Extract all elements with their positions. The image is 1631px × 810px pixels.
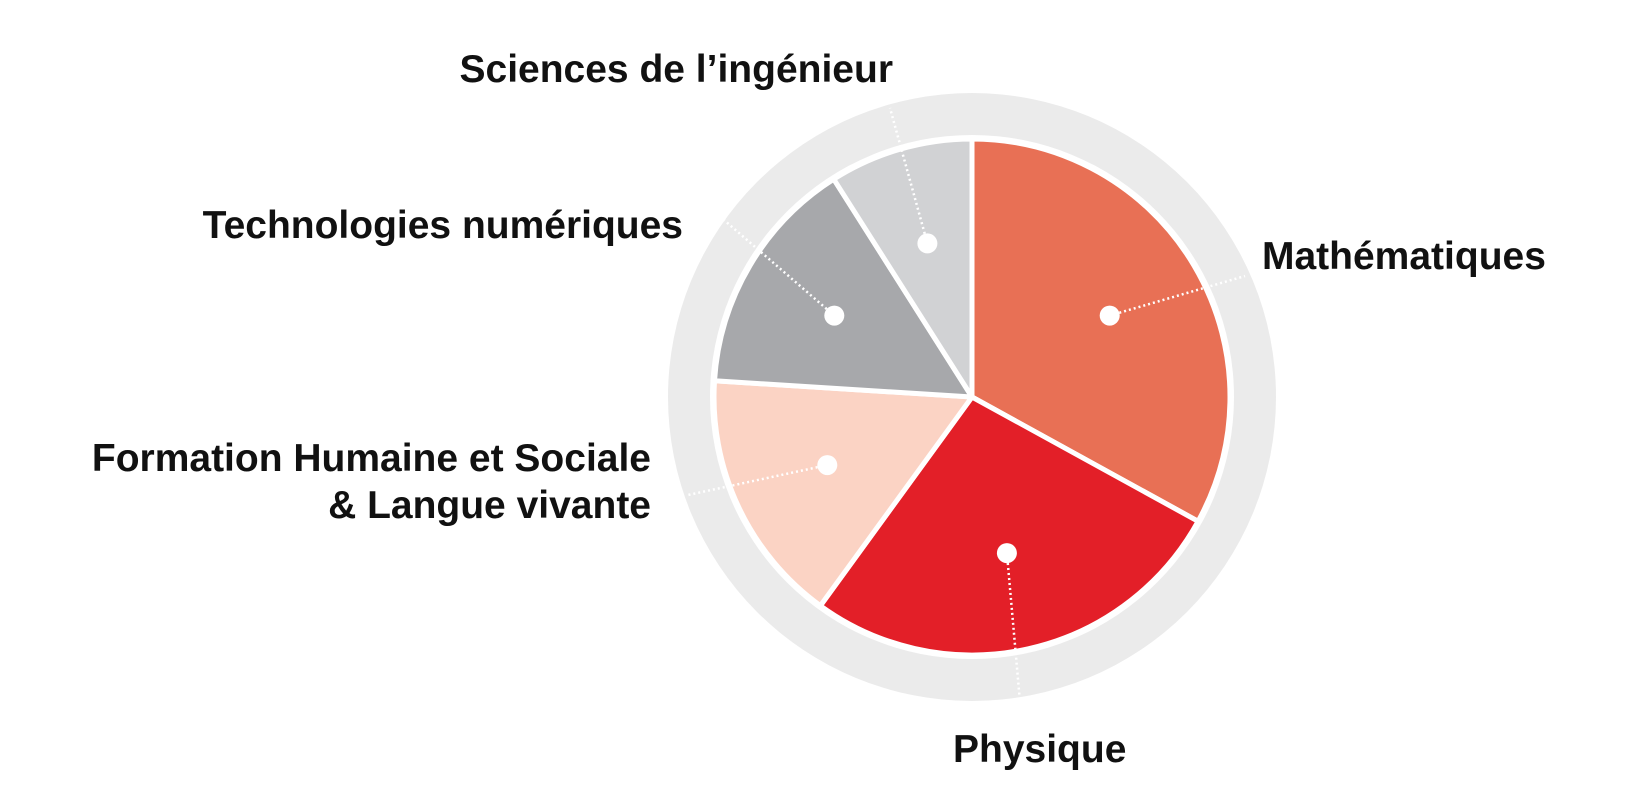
slice-marker-dot: [996, 543, 1017, 564]
label-connector: [1109, 274, 1246, 317]
pie-slice: [969, 136, 1233, 524]
pie-slice: [712, 176, 975, 400]
slice-label-line: Technologies numériques: [203, 204, 683, 247]
pie-slice: [711, 378, 975, 609]
slice-marker-dot: [1099, 305, 1120, 326]
slice-marker-dot: [824, 305, 845, 326]
label-connector: [723, 219, 836, 317]
label-connector: [888, 107, 929, 244]
slice-label: Technologies numériques: [203, 204, 683, 247]
slice-label: Physique: [953, 728, 1126, 771]
pie-slice: [831, 136, 975, 400]
pie-slice: [817, 394, 1201, 658]
slice-label-line: & Langue vivante: [328, 484, 651, 527]
slice-label-line: Formation Humaine et Sociale: [92, 437, 651, 480]
slice-label: Formation Humaine et Sociale & Langue viv…: [92, 437, 651, 527]
slice-label: Mathématiques: [1262, 235, 1546, 278]
slice-marker-dot: [817, 455, 838, 476]
slice-label-line: Physique: [953, 728, 1126, 771]
slice-label: Sciences de l’ingénieur: [460, 48, 894, 91]
slice-label-line: Mathématiques: [1262, 235, 1546, 278]
slice-marker-dot: [917, 233, 938, 254]
label-connector: [687, 463, 828, 497]
slice-label-line: Sciences de l’ingénieur: [460, 48, 894, 91]
